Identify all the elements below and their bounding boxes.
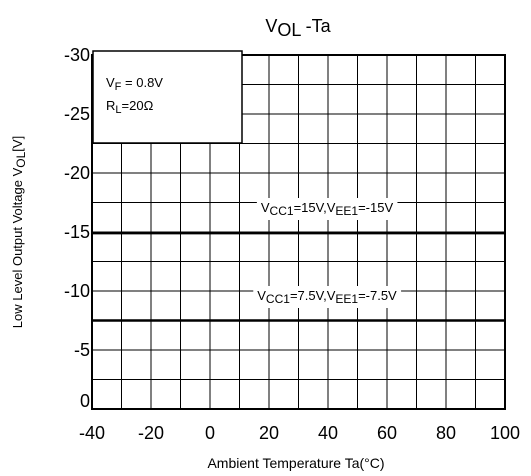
y-tick-label: -15	[64, 222, 90, 242]
conditions-box: VF = 0.8V RL=20Ω	[92, 50, 243, 144]
title-main: V	[265, 16, 277, 36]
condition-vf-sub: F	[115, 81, 122, 93]
series-label-part: =-7.5V	[358, 288, 397, 303]
series-label-text: VCC1=15V,VEE1=-15V	[261, 200, 394, 218]
series-label-text: VCC1=7.5V,VEE1=-7.5V	[257, 288, 397, 306]
y-tick-label: -25	[64, 104, 90, 124]
y-axis-label: Low Level Output Voltage VOL[V]	[10, 136, 28, 328]
series-label-background	[253, 286, 402, 308]
condition-rl-sub: L	[115, 104, 121, 116]
series-label-subscript: EE1	[335, 204, 358, 218]
y-tick-label: -30	[64, 45, 90, 65]
y-axis-label-main: Low Level Output Voltage V	[10, 167, 25, 328]
x-tick-labels: -40 -20 0 20 40 60 80 100	[79, 423, 520, 443]
series-label-part: V	[261, 200, 270, 215]
y-axis-label-sub: OL	[14, 151, 28, 167]
x-axis-label: Ambient Temperature Ta(°C)	[207, 455, 384, 471]
series-lines	[92, 231, 505, 322]
condition-rl-rest: =20Ω	[122, 98, 154, 113]
y-tick-label: -10	[64, 281, 90, 301]
series-label-part: =15V,V	[294, 200, 336, 215]
condition-vf-rest: = 0.8V	[121, 75, 163, 90]
x-tick-label: 100	[490, 423, 520, 443]
x-tick-label: 20	[259, 423, 279, 443]
condition-vf-main: V	[106, 75, 115, 90]
series-label-background	[256, 198, 398, 220]
x-tick-label: 0	[205, 423, 215, 443]
x-tick-label: -20	[138, 423, 164, 443]
series-label-1: VCC1=15V,VEE1=-15V	[256, 198, 398, 220]
series-label-subscript: CC1	[266, 292, 290, 306]
y-tick-labels: 0 -5 -10 -15 -20 -25 -30	[64, 45, 90, 411]
plot-frame	[91, 54, 506, 410]
y-tick-label: 0	[80, 391, 90, 411]
condition-vf: VF = 0.8V	[106, 75, 163, 93]
y-tick-label: -20	[64, 163, 90, 183]
y-tick-label: -5	[74, 340, 90, 360]
x-tick-label: 80	[436, 423, 456, 443]
series-label-part: =-15V	[358, 200, 393, 215]
chart-title: VOL -Ta	[265, 16, 331, 40]
series-label-2: VCC1=7.5V,VEE1=-7.5V	[253, 286, 402, 308]
x-tick-label: -40	[79, 423, 105, 443]
series-label-subscript: CC1	[270, 204, 294, 218]
y-axis-label-suffix: [V]	[10, 136, 25, 152]
x-tick-label: 40	[318, 423, 338, 443]
series-label-subscript: EE1	[335, 292, 358, 306]
series-label-part: =7.5V,V	[290, 288, 336, 303]
x-tick-label: 60	[377, 423, 397, 443]
condition-rl-main: R	[106, 98, 115, 113]
condition-rl: RL=20Ω	[106, 98, 154, 116]
title-sub: OL	[277, 20, 301, 40]
title-suffix: -Ta	[301, 16, 332, 36]
series-label-part: V	[257, 288, 266, 303]
conditions-box-frame	[92, 50, 243, 144]
